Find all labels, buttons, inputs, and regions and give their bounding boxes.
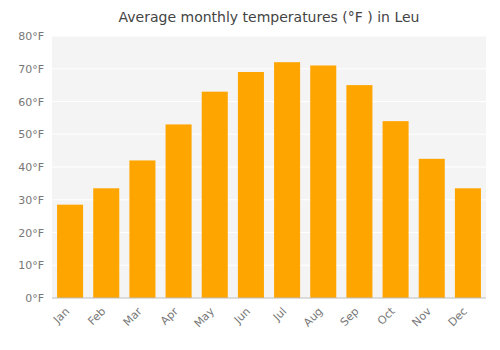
- x-axis-line: [52, 298, 486, 299]
- y-tick-label: 20°F: [18, 227, 44, 240]
- bar: [129, 160, 155, 298]
- title: Average monthly temperatures (°F ) in Le…: [119, 9, 420, 25]
- y-tick-label: 40°F: [18, 161, 44, 174]
- x-tick-label: Jan: [50, 305, 72, 327]
- x-tick-label: Mar: [121, 305, 145, 329]
- y-tick-label: 0°F: [25, 292, 44, 305]
- y-axis: 0°F 10°F 20°F 30°F 40°F 50°F 60°F 70°F 80°F: [18, 30, 44, 305]
- x-tick-label: Jul: [270, 305, 289, 324]
- y-tick-label: 70°F: [18, 63, 44, 76]
- grid-line: [52, 297, 486, 298]
- x-tick-label: Jun: [231, 305, 253, 327]
- bar: [419, 159, 445, 298]
- y-tick-label: 80°F: [18, 30, 44, 43]
- bar: [238, 72, 264, 298]
- grid-line: [52, 101, 486, 102]
- bar: [57, 205, 83, 298]
- bar: [93, 188, 119, 298]
- x-tick-label: Aug: [301, 305, 325, 329]
- y-tick-label: 60°F: [18, 96, 44, 109]
- grid-line: [52, 68, 486, 69]
- x-tick-label: Oct: [375, 304, 398, 327]
- bar: [346, 85, 372, 298]
- x-tick-label: Nov: [409, 305, 434, 330]
- x-tick-label: Apr: [158, 305, 181, 328]
- x-tick-label: Dec: [446, 305, 470, 329]
- x-tick-label: Sep: [338, 305, 362, 329]
- y-tick-label: 10°F: [18, 259, 44, 272]
- bar: [310, 65, 336, 298]
- bar: [202, 92, 228, 298]
- y-tick-label: 50°F: [18, 128, 44, 141]
- chart: 0°F 10°F 20°F 30°F 40°F 50°F 60°F 70°F 80°F Jan Fe…: [0, 0, 500, 350]
- grid: [52, 36, 486, 298]
- x-axis: Jan Feb Mar Apr May Jun Jul Aug Sep Oct Nov Dec: [50, 304, 470, 330]
- bar: [166, 124, 192, 298]
- grid-line: [52, 35, 486, 36]
- x-tick-label: Feb: [85, 305, 108, 328]
- bars: [57, 62, 481, 298]
- chart-container: 0°F 10°F 20°F 30°F 40°F 50°F 60°F 70°F 80°F Jan Fe…: [0, 0, 500, 350]
- bar: [274, 62, 300, 298]
- bar: [383, 121, 409, 298]
- grid-line: [52, 134, 486, 135]
- x-tick-label: May: [192, 305, 218, 331]
- bar: [455, 188, 481, 298]
- plot-background: [52, 36, 486, 298]
- y-tick-label: 30°F: [18, 194, 44, 207]
